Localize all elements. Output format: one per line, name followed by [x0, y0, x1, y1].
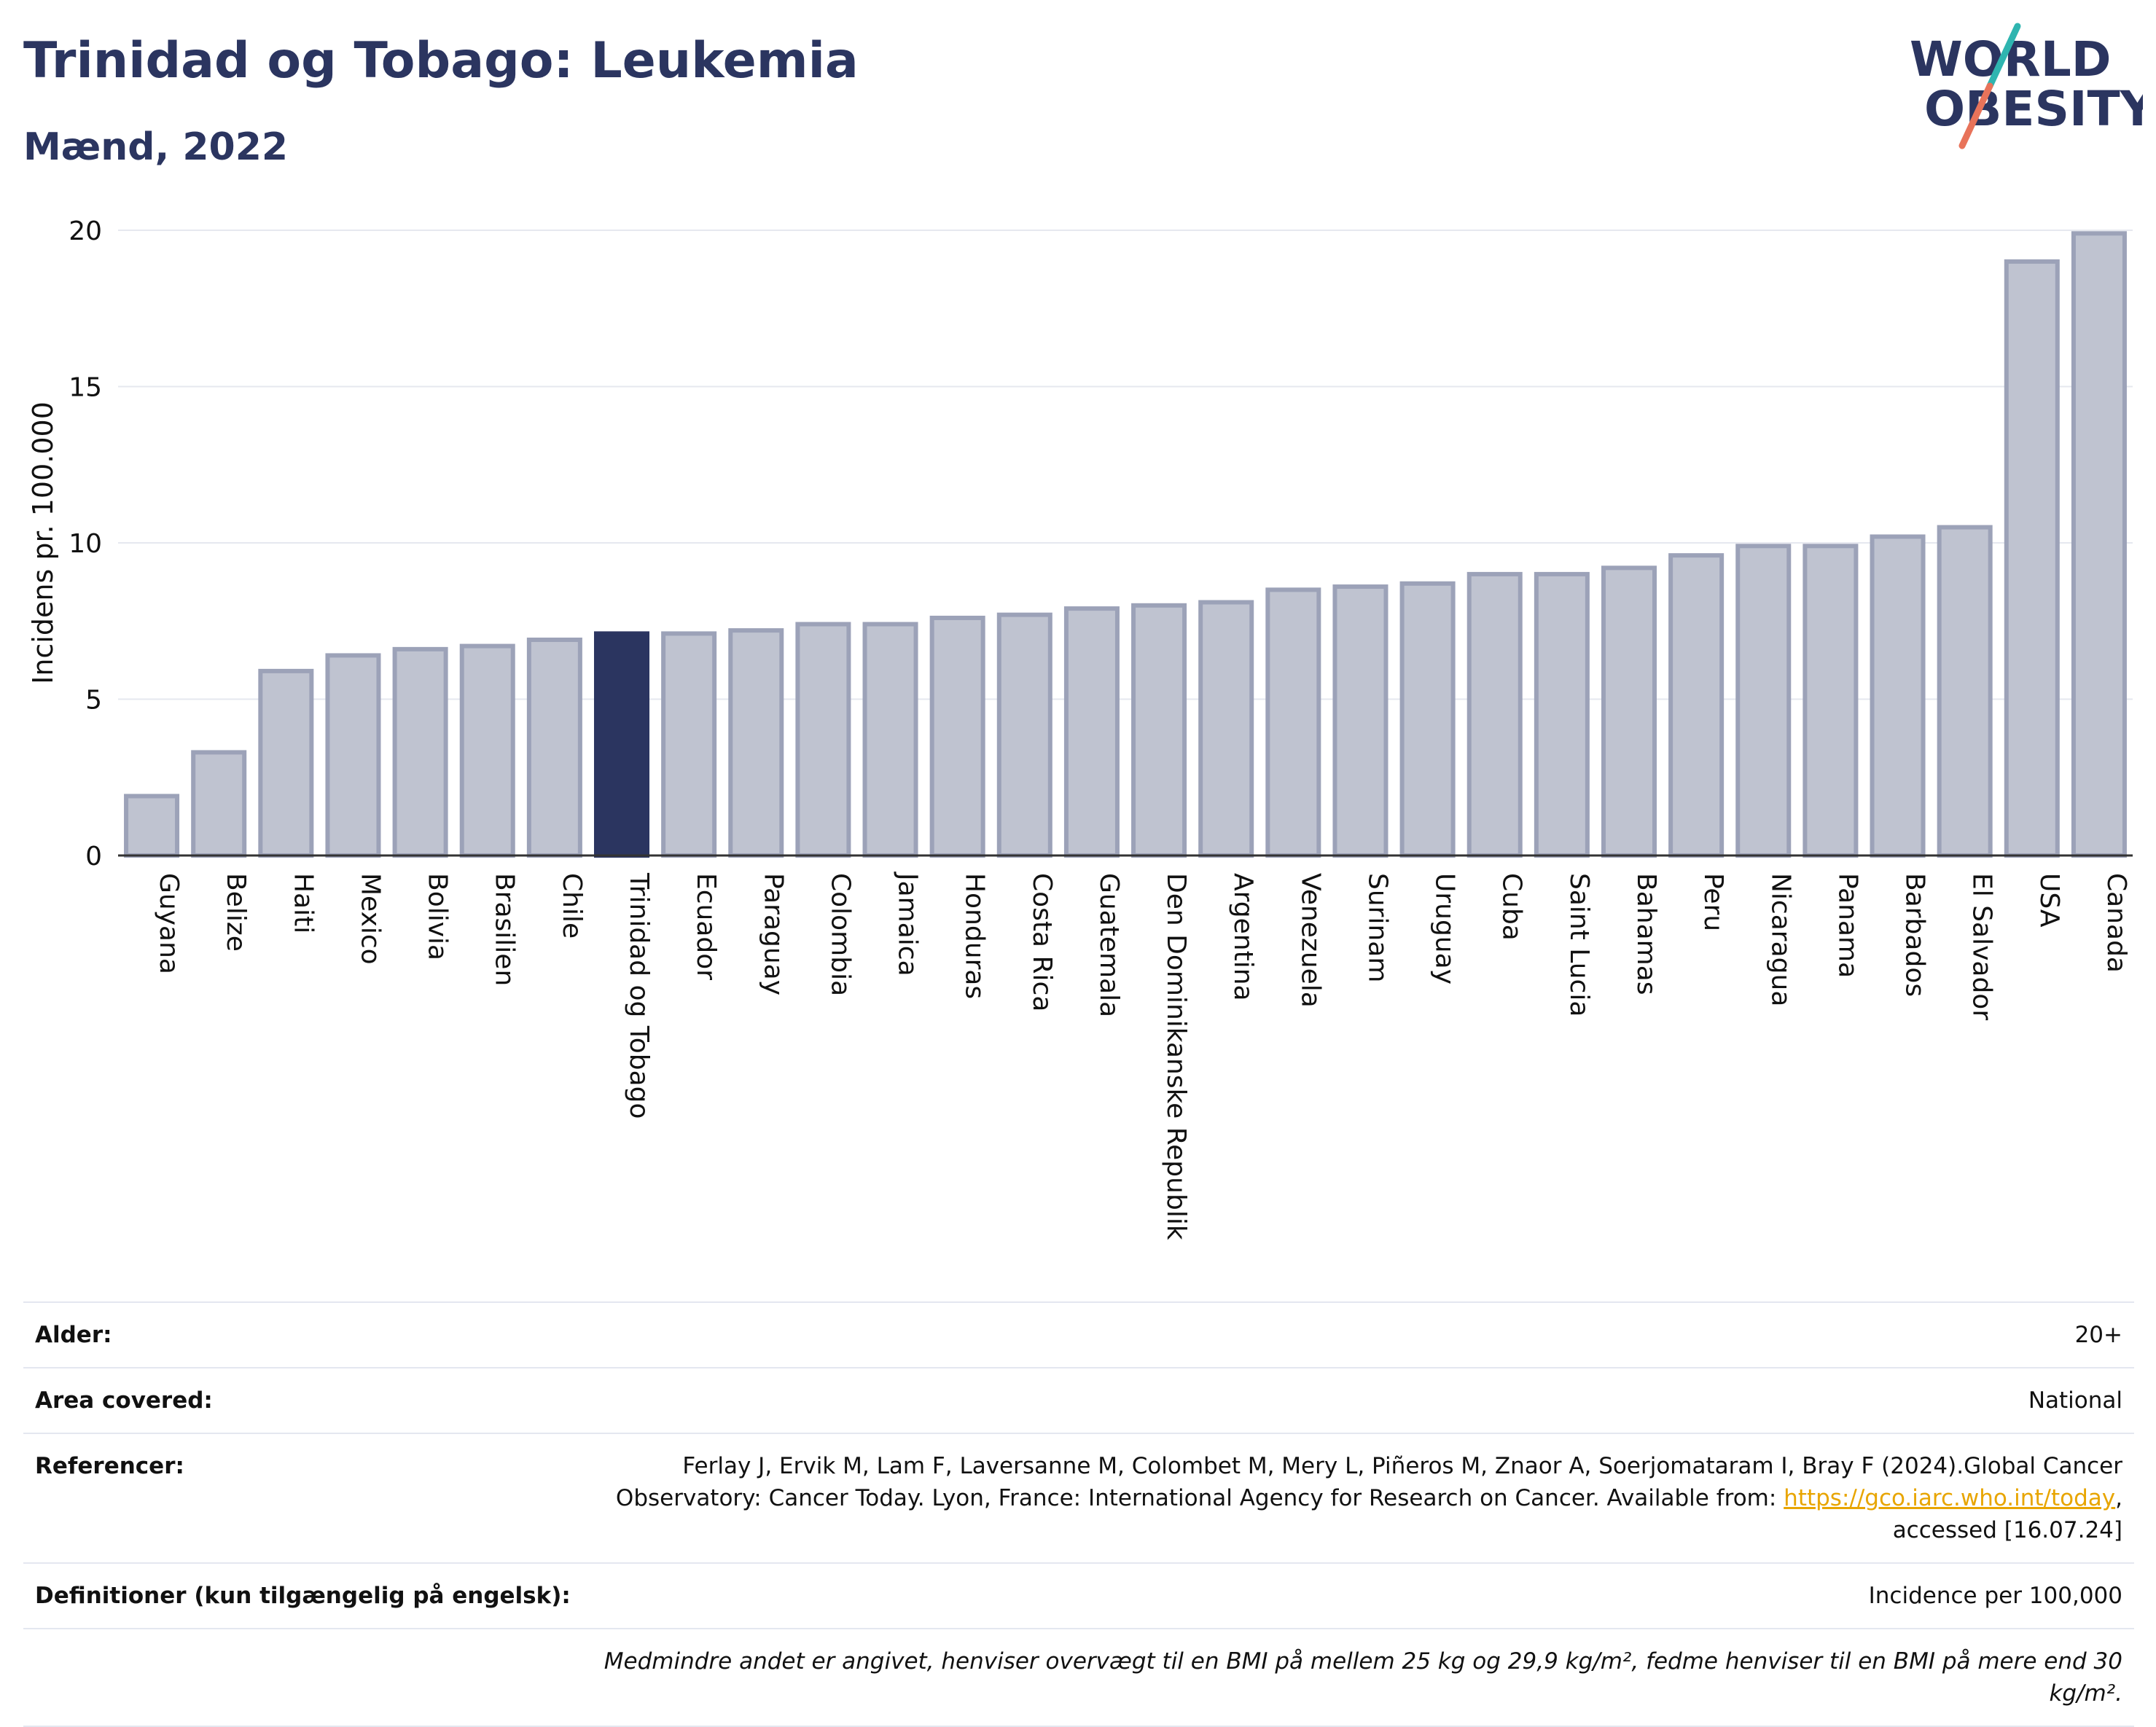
- x-tick-label: Honduras: [960, 873, 990, 999]
- bar-usa: [2004, 259, 2060, 858]
- x-tick-label: Mexico: [355, 873, 385, 965]
- world-obesity-logo: WORLD OBESITY: [1910, 23, 2143, 149]
- bar-den-dominikanske-republik: [1131, 603, 1187, 858]
- definitions-value: Incidence per 100,000: [1868, 1583, 2122, 1609]
- bar-trinidad-og-tobago: [593, 631, 650, 858]
- x-tick-label: Bahamas: [1631, 873, 1661, 995]
- bar-peru: [1668, 553, 1725, 858]
- info-row-age: Alder: 20+: [23, 1301, 2134, 1367]
- bar-canada: [2071, 231, 2127, 858]
- logo-slash-bottom: [1958, 82, 1993, 149]
- x-tick-label: Belize: [221, 873, 251, 952]
- x-tick-label: Argentina: [1228, 873, 1258, 1001]
- bar-belize: [191, 750, 247, 858]
- x-tick-label: El Salvador: [1967, 873, 1997, 1020]
- area-label: Area covered:: [35, 1387, 213, 1414]
- bar-argentina: [1198, 600, 1254, 858]
- x-tick-label: Peru: [1698, 873, 1728, 931]
- bar-barbados: [1870, 534, 1926, 858]
- bar-el-salvador: [1937, 525, 1993, 858]
- references-text: Ferlay J, Ervik M, Lam F, Laversanne M, …: [615, 1453, 2122, 1511]
- x-tick-label: Colombia: [825, 873, 855, 996]
- y-tick-label: 20: [69, 216, 102, 246]
- definitions-label: Definitioner (kun tilgængelig på engelsk…: [35, 1583, 571, 1609]
- x-tick-label: Bolivia: [423, 873, 453, 960]
- x-tick-label: Uruguay: [1430, 873, 1460, 984]
- x-tick-label: USA: [2034, 873, 2064, 928]
- x-tick-label: Venezuela: [1295, 873, 1325, 1008]
- bar-bahamas: [1601, 565, 1657, 858]
- bar-guatemala: [1063, 606, 1120, 858]
- y-tick-label: 5: [85, 686, 102, 716]
- x-tick-label: Guyana: [154, 873, 184, 974]
- x-tick-label: Canada: [2101, 873, 2131, 973]
- bar-colombia: [795, 622, 851, 858]
- bmi-note: Medmindre andet er angivet, henviser ove…: [604, 1648, 2122, 1707]
- references-link[interactable]: https://gco.iarc.who.int/today: [1784, 1485, 2116, 1511]
- x-tick-label: Brasilien: [490, 873, 520, 986]
- bar-nicaragua: [1735, 544, 1792, 858]
- bar-venezuela: [1265, 587, 1321, 858]
- bar-honduras: [929, 615, 985, 858]
- y-tick-label: 0: [85, 842, 102, 872]
- bar-mexico: [325, 653, 381, 858]
- x-tick-label: Ecuador: [691, 873, 721, 980]
- x-tick-label: Panama: [1832, 873, 1862, 978]
- age-value: 20+: [2074, 1322, 2122, 1348]
- x-tick-label: Barbados: [1900, 873, 1930, 997]
- info-table: Alder: 20+ Area covered: National Refere…: [23, 1301, 2134, 1727]
- x-tick-label: Paraguay: [758, 873, 788, 995]
- bar-cuba: [1466, 571, 1523, 858]
- x-tick-label: Jamaica: [893, 872, 923, 976]
- y-tick-label: 10: [69, 529, 102, 559]
- info-row-note: Medmindre andet er angivet, henviser ove…: [23, 1628, 2134, 1727]
- y-axis-label: Incidens pr. 100.000: [27, 402, 59, 684]
- references-label: Referencer:: [35, 1453, 184, 1479]
- info-row-references: Referencer: Ferlay J, Ervik M, Lam F, La…: [23, 1433, 2134, 1562]
- references-value: Ferlay J, Ervik M, Lam F, Laversanne M, …: [555, 1450, 2122, 1546]
- x-tick-label: Haiti: [288, 873, 318, 933]
- logo-text-obesity: OBESITY: [1924, 81, 2143, 137]
- age-label: Alder:: [35, 1322, 112, 1348]
- logo-slash-top: [1986, 23, 2021, 90]
- x-tick-label: Trinidad og Tobago: [624, 872, 654, 1119]
- bar-paraguay: [728, 628, 784, 858]
- grid-lines: [118, 230, 2133, 700]
- bar-guyana: [124, 794, 180, 858]
- bar-jamaica: [862, 622, 918, 858]
- bar-haiti: [258, 668, 314, 858]
- bar-ecuador: [661, 631, 717, 858]
- x-tick-label: Cuba: [1497, 873, 1527, 941]
- info-row-definitions: Definitioner (kun tilgængelig på engelsk…: [23, 1562, 2134, 1628]
- y-tick-label: 15: [69, 373, 102, 403]
- bars: [124, 231, 2127, 858]
- axes: 0 5 10 15 20 Guyana Belize Haiti Mexico Bolivia Br…: [69, 216, 2133, 1240]
- bar-surinam: [1332, 584, 1388, 858]
- x-tick-label: Guatemala: [1094, 873, 1124, 1017]
- x-tick-label: Chile: [557, 873, 587, 939]
- x-tick-label: Surinam: [1362, 873, 1392, 982]
- bar-bolivia: [392, 646, 448, 858]
- page-subtitle: Mænd, 2022: [23, 125, 289, 169]
- bar-uruguay: [1399, 581, 1456, 858]
- x-tick-label: Saint Lucia: [1564, 873, 1594, 1017]
- bar-panama: [1802, 544, 1859, 858]
- area-value: National: [2028, 1387, 2122, 1414]
- page-title: Trinidad og Tobago: Leukemia: [23, 32, 859, 90]
- references-accessed: , accessed [16.07.24]: [1892, 1485, 2122, 1543]
- bar-costa-rica: [996, 612, 1052, 858]
- bar-chart: 0 5 10 15 20 Guyana Belize Haiti Mexico Bolivia Br…: [27, 216, 2133, 1240]
- bar-saint-lucia: [1534, 571, 1590, 858]
- info-row-area: Area covered: National: [23, 1367, 2134, 1433]
- x-tick-label: Den Dominikanske Republik: [1161, 873, 1191, 1240]
- bar-chile: [526, 637, 582, 858]
- x-tick-label: Nicaragua: [1765, 873, 1795, 1006]
- bar-brasilien: [459, 643, 515, 858]
- x-tick-label: Costa Rica: [1027, 873, 1057, 1011]
